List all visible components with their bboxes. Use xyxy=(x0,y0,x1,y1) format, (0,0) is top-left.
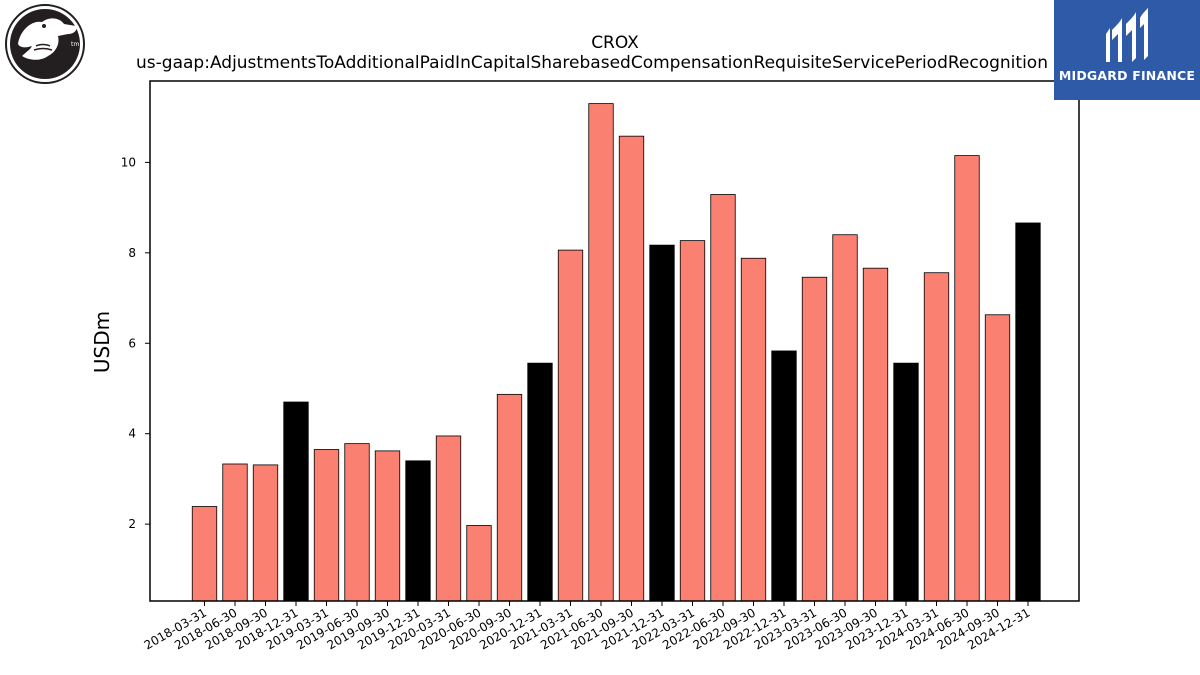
y-tick-label: 10 xyxy=(121,155,136,169)
bar-2019-06-30 xyxy=(344,443,370,602)
y-tick-label: 2 xyxy=(128,517,136,531)
bar-2021-06-30 xyxy=(588,103,614,602)
plot-frame xyxy=(149,80,1080,602)
bar-2022-09-30 xyxy=(740,257,767,602)
chart-subtitle: us-gaap:AdjustmentsToAdditionalPaidInCap… xyxy=(136,53,1048,73)
y-tick-label: 6 xyxy=(128,336,136,350)
bar-2018-03-31 xyxy=(191,506,218,602)
bar-2021-09-30 xyxy=(618,135,645,602)
bar-2024-09-30 xyxy=(984,314,1011,602)
bar-2020-12-31 xyxy=(527,362,553,602)
bar-2018-09-30 xyxy=(252,464,279,602)
x-axis-ticks: 2018-03-312018-06-302018-09-302018-12-31… xyxy=(142,601,1033,652)
bar-2024-06-30 xyxy=(954,155,980,602)
bar-2019-03-31 xyxy=(313,449,340,602)
y-tick-label: 8 xyxy=(128,246,136,260)
y-axis-label: USDm xyxy=(90,311,114,373)
bar-2020-09-30 xyxy=(496,393,523,602)
svg-text:tm: tm xyxy=(71,41,79,48)
chart-title: CROX xyxy=(591,33,639,53)
y-axis-ticks: 2 4 6 8 10 xyxy=(121,155,150,531)
bar-2020-06-30 xyxy=(466,525,492,602)
bar-2021-12-31 xyxy=(649,244,675,602)
bar-2023-12-31 xyxy=(893,362,919,602)
bar-series xyxy=(191,103,1041,602)
crocodile-logo-icon: tm xyxy=(5,4,85,84)
midgard-logo: MIDGARD FINANCE xyxy=(1054,0,1200,100)
bar-2022-06-30 xyxy=(710,194,736,602)
bar-2022-12-31 xyxy=(771,350,797,602)
bar-2019-12-31 xyxy=(405,460,431,602)
midgard-logo-icon xyxy=(1106,8,1148,62)
y-tick-label: 4 xyxy=(128,427,136,441)
bar-2023-09-30 xyxy=(862,267,889,602)
bar-2021-03-31 xyxy=(557,249,584,602)
bar-2022-03-31 xyxy=(679,240,706,602)
bar-2023-06-30 xyxy=(832,234,858,602)
bar-2023-03-31 xyxy=(801,276,828,602)
bar-2019-09-30 xyxy=(374,450,401,602)
midgard-logo-text: MIDGARD FINANCE xyxy=(1058,68,1196,83)
bar-2018-06-30 xyxy=(222,463,248,602)
bar-2020-03-31 xyxy=(435,435,462,602)
bar-2024-12-31 xyxy=(1015,222,1041,602)
bar-2024-03-31 xyxy=(923,272,950,602)
bar-2018-12-31 xyxy=(283,401,309,602)
